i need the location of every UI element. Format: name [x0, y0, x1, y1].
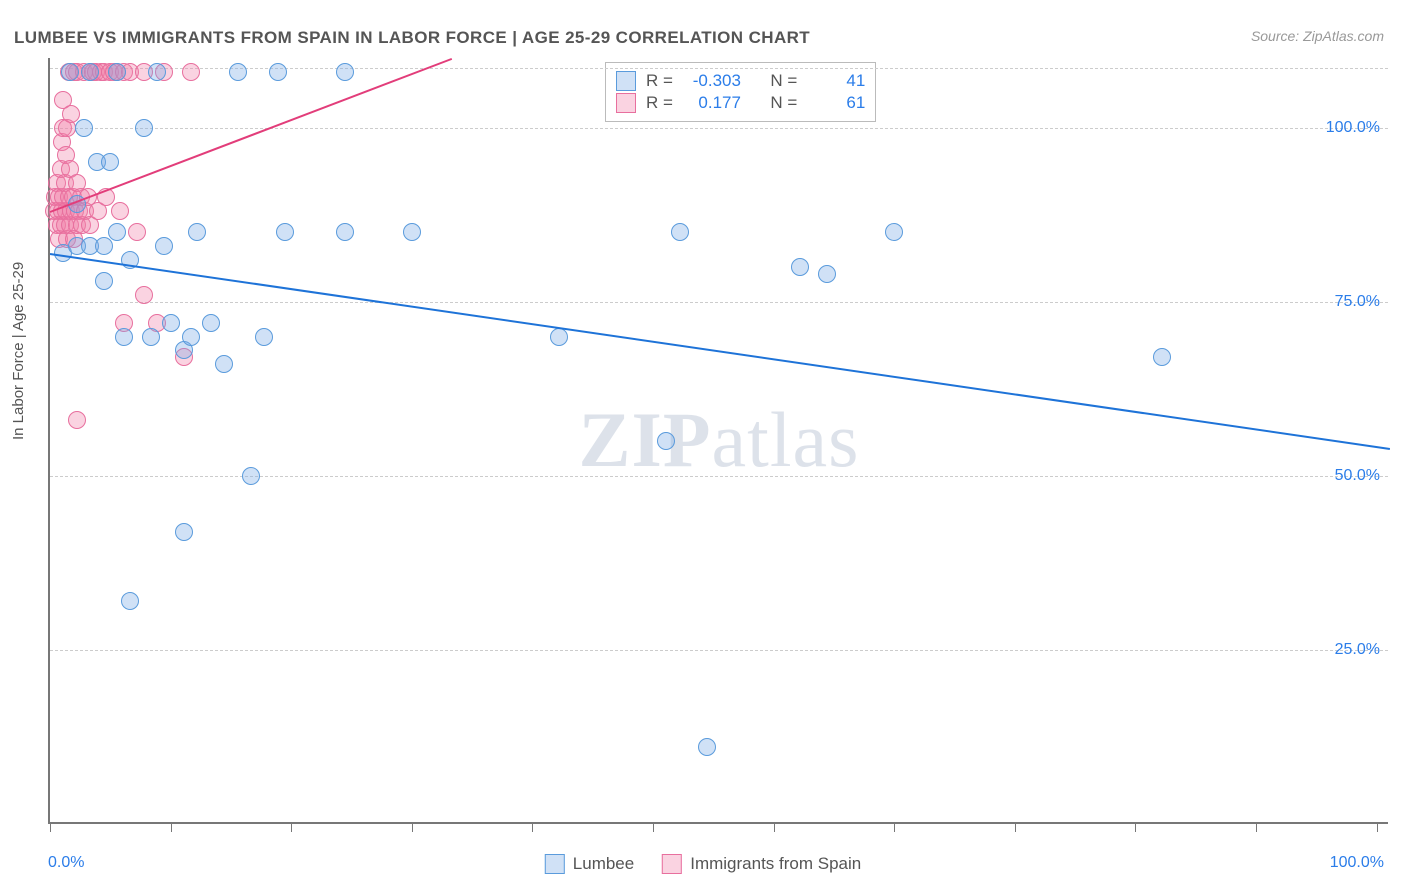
- x-tick: [1015, 822, 1016, 832]
- x-tick: [774, 822, 775, 832]
- data-point: [121, 592, 139, 610]
- data-point: [148, 63, 166, 81]
- data-point: [657, 432, 675, 450]
- data-point: [95, 237, 113, 255]
- swatch-spain: [616, 93, 636, 113]
- x-tick: [291, 822, 292, 832]
- data-point: [336, 63, 354, 81]
- x-tick: [894, 822, 895, 832]
- gridline: [50, 128, 1388, 129]
- data-point: [336, 223, 354, 241]
- data-point: [128, 223, 146, 241]
- gridline: [50, 68, 1388, 69]
- data-point: [142, 328, 160, 346]
- chart-title: LUMBEE VS IMMIGRANTS FROM SPAIN IN LABOR…: [14, 28, 810, 48]
- watermark: ZIPatlas: [579, 395, 860, 485]
- n-value: 41: [807, 71, 865, 91]
- trend-line: [50, 58, 453, 213]
- data-point: [68, 411, 86, 429]
- data-point: [403, 223, 421, 241]
- data-point: [101, 153, 119, 171]
- data-point: [188, 223, 206, 241]
- data-point: [671, 223, 689, 241]
- legend-item-spain: Immigrants from Spain: [662, 854, 861, 874]
- data-point: [155, 237, 173, 255]
- x-tick: [653, 822, 654, 832]
- x-tick: [1256, 822, 1257, 832]
- data-point: [1153, 348, 1171, 366]
- x-tick: [532, 822, 533, 832]
- x-tick: [412, 822, 413, 832]
- data-point: [698, 738, 716, 756]
- data-point: [95, 272, 113, 290]
- swatch-lumbee: [616, 71, 636, 91]
- r-label: R =: [646, 71, 673, 91]
- data-point: [202, 314, 220, 332]
- data-point: [61, 63, 79, 81]
- x-tick: [171, 822, 172, 832]
- legend-swatch-spain: [662, 854, 682, 874]
- x-axis-min-label: 0.0%: [48, 854, 84, 872]
- data-point: [175, 523, 193, 541]
- r-value: 0.177: [683, 93, 741, 113]
- data-point: [255, 328, 273, 346]
- legend-swatch-lumbee: [545, 854, 565, 874]
- n-label: N =: [770, 71, 797, 91]
- y-tick-label: 50.0%: [1335, 467, 1380, 485]
- data-point: [111, 202, 129, 220]
- x-tick: [1377, 822, 1378, 832]
- correlation-stats-box: R = -0.303 N = 41 R = 0.177 N = 61: [605, 62, 876, 122]
- chart-container: LUMBEE VS IMMIGRANTS FROM SPAIN IN LABOR…: [0, 0, 1406, 892]
- data-point: [229, 63, 247, 81]
- y-axis-label: In Labor Force | Age 25-29: [10, 262, 27, 440]
- n-label: N =: [770, 93, 797, 113]
- r-value: -0.303: [683, 71, 741, 91]
- data-point: [135, 286, 153, 304]
- gridline: [50, 302, 1388, 303]
- r-label: R =: [646, 93, 673, 113]
- legend-item-lumbee: Lumbee: [545, 854, 634, 874]
- data-point: [115, 328, 133, 346]
- data-point: [81, 63, 99, 81]
- y-tick-label: 25.0%: [1335, 641, 1380, 659]
- x-tick: [50, 822, 51, 832]
- data-point: [269, 63, 287, 81]
- data-point: [242, 467, 260, 485]
- data-point: [791, 258, 809, 276]
- gridline: [50, 650, 1388, 651]
- data-point: [162, 314, 180, 332]
- data-point: [135, 119, 153, 137]
- data-point: [75, 119, 93, 137]
- data-point: [182, 63, 200, 81]
- stats-row-spain: R = 0.177 N = 61: [616, 93, 865, 113]
- data-point: [276, 223, 294, 241]
- x-axis-max-label: 100.0%: [1330, 854, 1384, 872]
- x-tick: [1135, 822, 1136, 832]
- y-tick-label: 100.0%: [1326, 119, 1380, 137]
- data-point: [215, 355, 233, 373]
- data-point: [818, 265, 836, 283]
- legend-label: Immigrants from Spain: [690, 854, 861, 874]
- stats-row-lumbee: R = -0.303 N = 41: [616, 71, 865, 91]
- data-point: [108, 63, 126, 81]
- data-point: [108, 223, 126, 241]
- plot-area: ZIPatlas R = -0.303 N = 41 R = 0.177 N = 61 2…: [48, 58, 1388, 824]
- data-point: [885, 223, 903, 241]
- data-point: [550, 328, 568, 346]
- legend-label: Lumbee: [573, 854, 634, 874]
- source-attribution: Source: ZipAtlas.com: [1251, 28, 1384, 44]
- y-tick-label: 75.0%: [1335, 293, 1380, 311]
- trend-line: [50, 253, 1390, 450]
- n-value: 61: [807, 93, 865, 113]
- series-legend: Lumbee Immigrants from Spain: [545, 854, 861, 874]
- data-point: [182, 328, 200, 346]
